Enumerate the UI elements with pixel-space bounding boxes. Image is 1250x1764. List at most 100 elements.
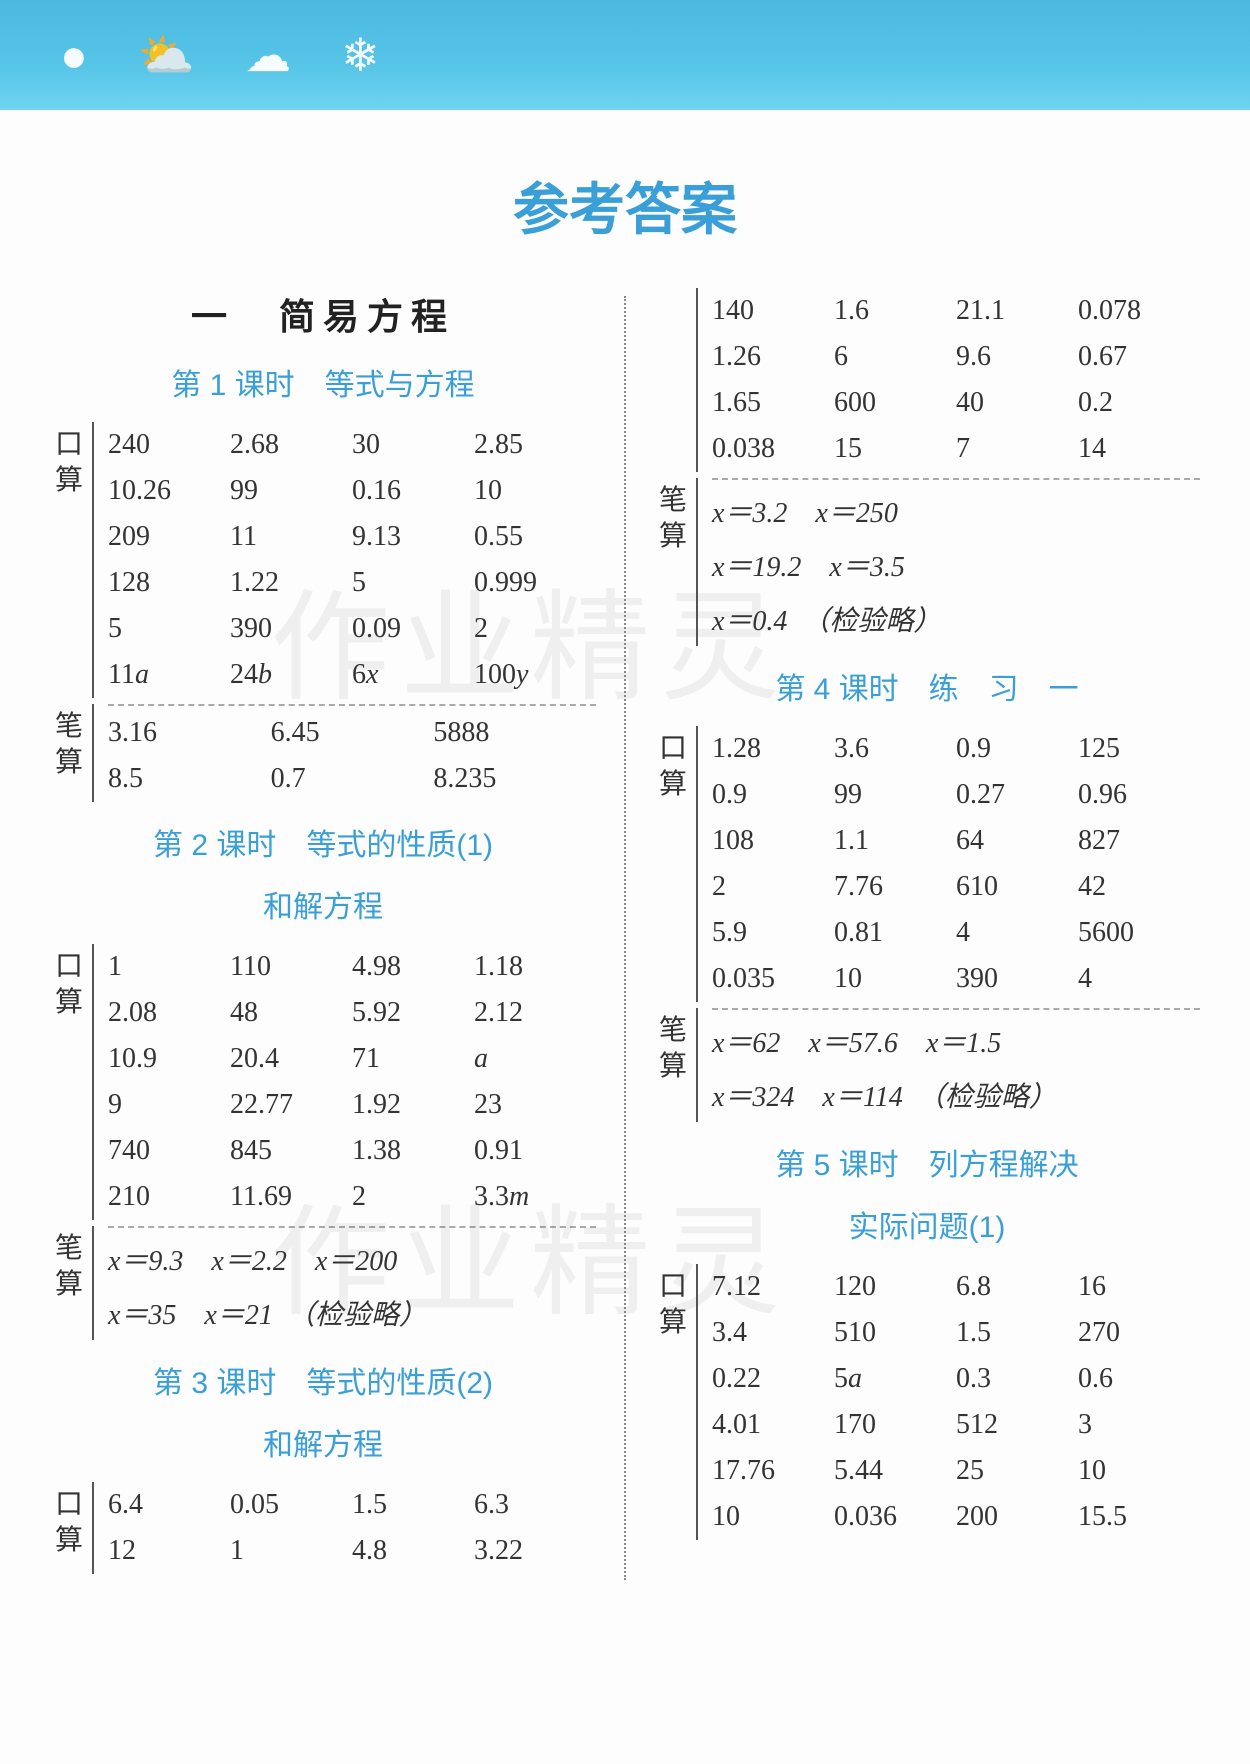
data-cell: 0.16 [352, 475, 474, 507]
data-cell: 1.38 [352, 1135, 474, 1167]
data-cell: 1.26 [712, 341, 834, 373]
data-row: 17.765.442510 [712, 1448, 1200, 1494]
data-cell: 210 [108, 1181, 230, 1213]
content-area: 一 简易方程 第 1 课时 等式与方程 口 算 2402.68302.8510.… [0, 276, 1250, 1580]
data-cell: 9.13 [352, 521, 474, 553]
kou-content: 1.283.60.91250.9990.270.961081.16482727.… [696, 726, 1200, 1002]
data-cell: 1 [108, 951, 230, 983]
label-char: 笔 [659, 482, 687, 518]
data-cell: 4.8 [352, 1535, 474, 1567]
kou-content: 1401.621.10.0781.2669.60.671.65600400.20… [696, 288, 1200, 472]
data-cell: 0.6 [1078, 1363, 1200, 1395]
data-cell: 0.22 [712, 1363, 834, 1395]
data-row: 6.40.051.56.3 [108, 1482, 596, 1528]
data-cell: 10.9 [108, 1043, 230, 1075]
data-cell: 2.12 [474, 997, 596, 1029]
right-column: 1401.621.10.0781.2669.60.671.65600400.20… [654, 276, 1200, 1580]
data-cell: 1.28 [712, 733, 834, 765]
bi-line: x＝324 x＝114 （检验略） [712, 1068, 1200, 1122]
data-cell: 5.9 [712, 917, 834, 949]
lesson5-title: 第 5 课时 列方程解决 [654, 1140, 1200, 1184]
kou-content: 6.40.051.56.31214.83.22 [92, 1482, 596, 1574]
data-cell: 48 [230, 997, 352, 1029]
data-row: 21011.6923.3m [108, 1174, 596, 1220]
label-char: 笔 [55, 1230, 83, 1266]
bi-label: 笔 算 [50, 704, 88, 802]
lesson5-subtitle: 实际问题(1) [654, 1202, 1200, 1246]
data-cell: 0.05 [230, 1489, 352, 1521]
data-cell: 2 [712, 871, 834, 903]
lesson4-kou-block: 口 算 1.283.60.91250.9990.270.961081.16482… [654, 726, 1200, 1002]
top-banner: ● ⛅ ☁ ❄ [0, 0, 1250, 110]
data-cell: 4.98 [352, 951, 474, 983]
label-char: 笔 [55, 708, 83, 744]
data-cell: 64 [956, 825, 1078, 857]
data-cell: 71 [352, 1043, 474, 1075]
data-cell: 16 [1078, 1271, 1200, 1303]
lesson3-title: 第 3 课时 等式的性质(2) [50, 1358, 596, 1402]
data-row: 8.50.78.235 [108, 756, 596, 802]
data-cell: 6x [352, 659, 474, 691]
data-cell: 6.3 [474, 1489, 596, 1521]
kou-label: 口 算 [50, 422, 88, 698]
data-cell: 23 [474, 1089, 596, 1121]
data-cell: 15 [834, 433, 956, 465]
data-cell: 510 [834, 1317, 956, 1349]
data-cell: 0.7 [271, 763, 434, 795]
label-char: 算 [55, 1266, 83, 1302]
kou-label: 口 算 [654, 1264, 692, 1540]
bi-content: x＝9.3 x＝2.2 x＝200 x＝35 x＝21 （检验略） [92, 1226, 596, 1340]
lesson3-subtitle: 和解方程 [50, 1420, 596, 1464]
lesson3-cont-kou-block: 1401.621.10.0781.2669.60.671.65600400.20… [654, 288, 1200, 472]
data-cell: 125 [1078, 733, 1200, 765]
lesson1-bi-block: 笔 算 3.166.4558888.50.78.235 [50, 704, 596, 802]
data-cell: 11 [230, 521, 352, 553]
data-cell: 9 [108, 1089, 230, 1121]
data-row: 2.08485.922.12 [108, 990, 596, 1036]
data-cell: 0.67 [1078, 341, 1200, 373]
data-row: 3.166.455888 [108, 710, 596, 756]
data-cell: 240 [108, 429, 230, 461]
data-cell: 2.85 [474, 429, 596, 461]
label-char: 口 [659, 1268, 687, 1304]
data-cell: 3.22 [474, 1535, 596, 1567]
data-cell: 6.8 [956, 1271, 1078, 1303]
kou-label: 口 算 [50, 1482, 88, 1574]
data-row: 3.45101.5270 [712, 1310, 1200, 1356]
cloud-sun-icon: ⛅ [138, 28, 195, 83]
data-row: 11a24b6x100y [108, 652, 596, 698]
data-row: 0.9990.270.96 [712, 772, 1200, 818]
data-cell: 1.22 [230, 567, 352, 599]
lesson2-title: 第 2 课时 等式的性质(1) [50, 820, 596, 864]
data-cell: 108 [712, 825, 834, 857]
label-char: 口 [55, 1486, 83, 1522]
bi-content: 3.166.4558888.50.78.235 [92, 704, 596, 802]
data-cell: 0.3 [956, 1363, 1078, 1395]
label-char: 口 [55, 948, 83, 984]
data-cell: 2.08 [108, 997, 230, 1029]
bi-line: x＝62 x＝57.6 x＝1.5 [712, 1014, 1200, 1068]
bi-line: x＝3.2 x＝250 [712, 484, 1200, 538]
data-cell: 610 [956, 871, 1078, 903]
data-cell: 25 [956, 1455, 1078, 1487]
kou-content: 7.121206.8163.45101.52700.225a0.30.64.01… [696, 1264, 1200, 1540]
data-cell: 10.26 [108, 475, 230, 507]
data-cell: 7.76 [834, 871, 956, 903]
data-row: 0.225a0.30.6 [712, 1356, 1200, 1402]
data-cell: 8.235 [433, 763, 596, 795]
bi-line: x＝19.2 x＝3.5 [712, 538, 1200, 592]
data-row: 4.011705123 [712, 1402, 1200, 1448]
data-cell: 24b [230, 659, 352, 691]
kou-content: 11104.981.182.08485.922.1210.920.471a922… [92, 944, 596, 1220]
data-cell: 17.76 [712, 1455, 834, 1487]
data-cell: 1.5 [352, 1489, 474, 1521]
data-cell: 11.69 [230, 1181, 352, 1213]
data-row: 10.920.471a [108, 1036, 596, 1082]
data-cell: 6.4 [108, 1489, 230, 1521]
data-cell: 2 [474, 613, 596, 645]
label-char: 算 [55, 744, 83, 780]
data-cell: 3.3m [474, 1181, 596, 1213]
cloud-rain-icon: ☁ [245, 28, 291, 82]
data-row: 7.121206.816 [712, 1264, 1200, 1310]
data-cell: 4 [956, 917, 1078, 949]
